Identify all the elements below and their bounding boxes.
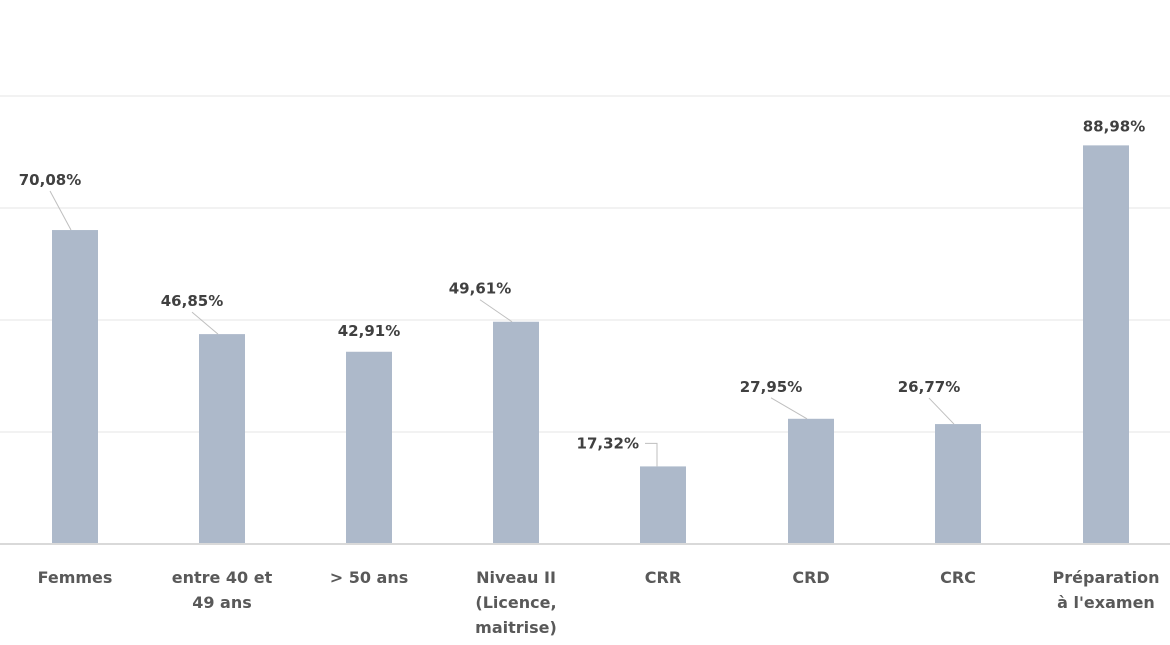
x-tick-label: Préparation [1053,568,1160,587]
x-tick-label: 49 ans [192,593,252,612]
x-tick-label: > 50 ans [330,568,409,587]
bar [1083,145,1129,544]
bar [346,351,392,544]
bar [935,424,981,544]
leader-line [479,299,513,323]
x-tick-label: (Licence, [475,593,556,612]
x-axis-tick-labels: Femmes entre 40 et 49 ans > 50 ans Niveau II… [38,568,1160,637]
data-label: 17,32% [577,434,639,452]
label-leader-lines [49,190,955,467]
data-label: 26,77% [898,378,960,396]
gridlines [0,95,1170,433]
x-tick-label: CRR [645,568,681,587]
x-tick-label: entre 40 et [172,568,273,587]
x-tick-label: Femmes [38,568,113,587]
bar [640,466,686,544]
leader-line [770,397,808,420]
x-tick-label: Niveau II [476,568,556,587]
bar [199,334,245,544]
x-tick-label: à l'examen [1057,593,1155,612]
data-label: 88,98% [1083,117,1145,135]
leader-line [49,190,72,231]
data-labels: 70,08% 46,85% 42,91% 49,61% 17,32% 27,95% 26,7… [19,117,1145,452]
data-label: 42,91% [338,322,400,340]
bar [493,321,539,544]
data-label: 70,08% [19,171,81,189]
leader-line [191,311,219,335]
data-label: 46,85% [161,292,223,310]
leader-line [928,397,955,425]
data-label: 49,61% [449,280,511,298]
x-tick-label: CRD [792,568,829,587]
bars [52,145,1129,544]
bar [788,418,834,544]
leader-line [645,442,658,467]
x-tick-label: maitrise) [475,618,557,637]
x-tick-label: CRC [940,568,976,587]
bar [52,230,98,544]
data-label: 27,95% [740,378,802,396]
